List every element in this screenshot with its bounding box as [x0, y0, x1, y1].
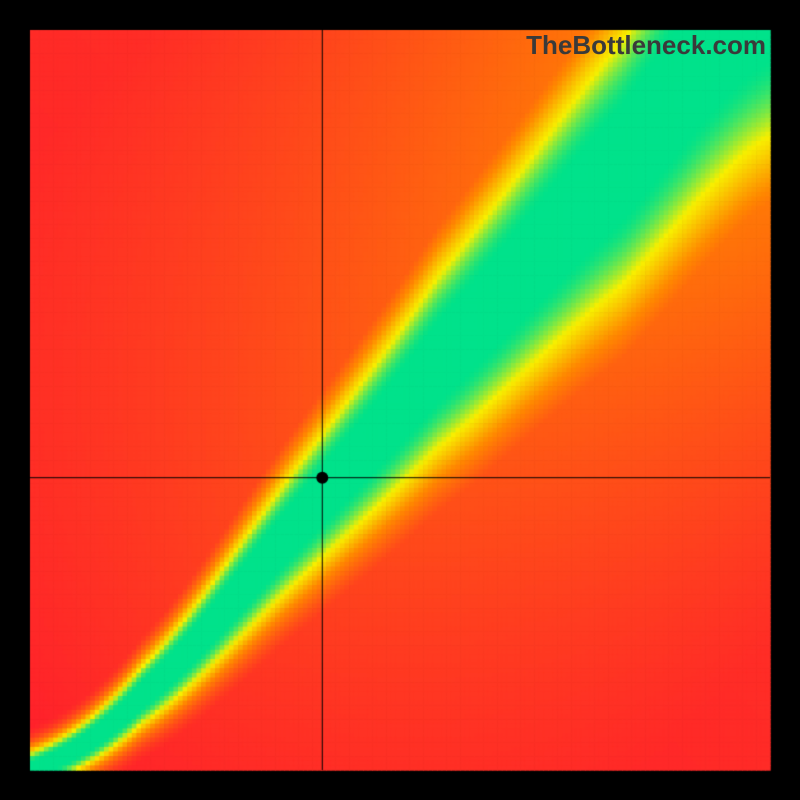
watermark-text: TheBottleneck.com: [526, 30, 766, 61]
bottleneck-heatmap: [0, 0, 800, 800]
